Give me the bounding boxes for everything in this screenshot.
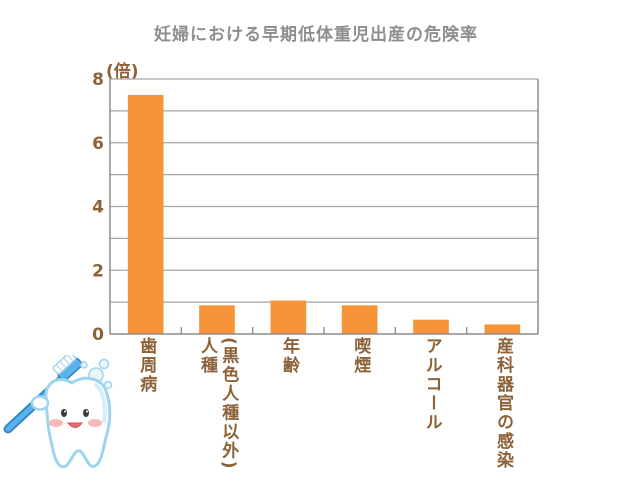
bubble-icon — [80, 361, 88, 369]
right-cheek — [88, 419, 102, 427]
right-eye-icon — [83, 409, 89, 417]
eye-highlight — [86, 410, 88, 413]
bar — [484, 324, 521, 334]
left-cheek — [49, 419, 63, 427]
bar — [413, 319, 449, 334]
tooth-hand — [30, 395, 50, 411]
x-tick-label: 喫煙 — [350, 337, 371, 375]
y-tick-label: 6 — [92, 134, 104, 154]
x-tick-label: 年齢 — [278, 337, 299, 375]
left-eye-icon — [61, 409, 67, 417]
x-tick-label: 歯周病 — [136, 337, 157, 394]
bar — [127, 94, 164, 334]
x-tick-label: アルコール — [421, 337, 442, 432]
bubble-icon — [98, 358, 110, 370]
tooth-shading — [94, 383, 107, 423]
smile-mouth — [66, 422, 84, 428]
bar — [270, 300, 307, 334]
y-tick-label: 0 — [92, 325, 104, 345]
y-axis-unit-label: (倍) — [106, 62, 139, 82]
bar — [199, 305, 235, 334]
x-tick-label: 人種 (黒色人種以外) — [197, 337, 239, 471]
x-tick-label: 産科器官の感染 — [492, 337, 513, 470]
bar — [341, 305, 378, 334]
chart-title: 妊婦における早期低体重児出産の危険率 — [154, 25, 478, 45]
y-tick-label: 8 — [92, 70, 104, 90]
y-tick-label: 4 — [92, 198, 104, 218]
eye-highlight — [64, 410, 66, 413]
tooth-mascot-icon — [3, 355, 113, 469]
y-tick-label: 2 — [92, 261, 104, 281]
